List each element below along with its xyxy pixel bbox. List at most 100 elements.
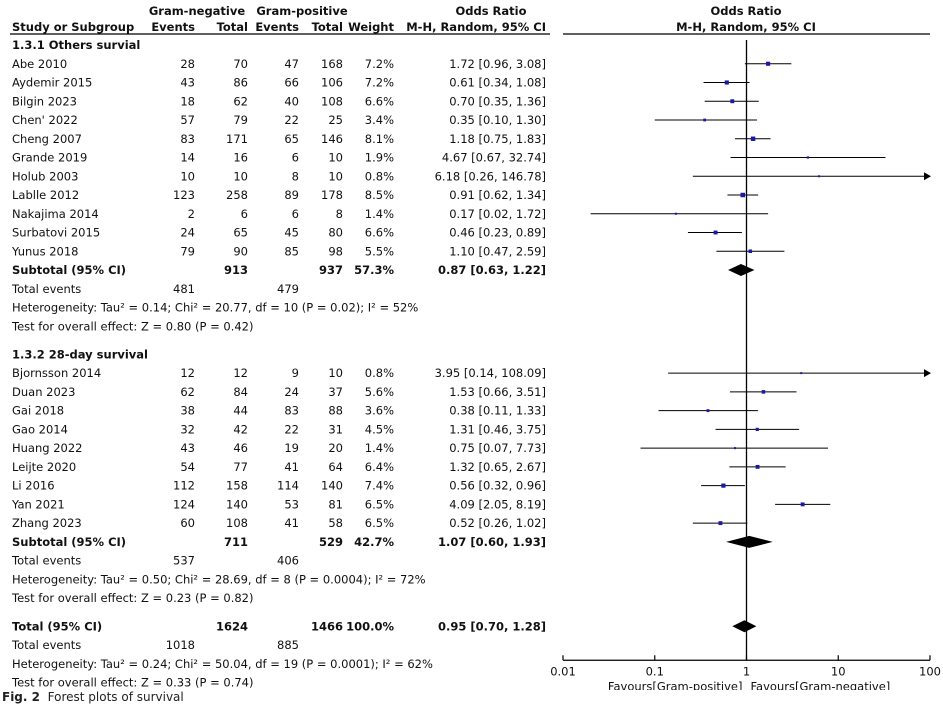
study-events-1: 24 — [180, 226, 195, 240]
heterogeneity-text: Heterogeneity: Tau² = 0.50; Chi² = 28.69… — [12, 572, 426, 586]
study-total-1: 16 — [233, 151, 248, 165]
header-group1: Gram-negative — [149, 4, 246, 18]
subtotal-weight: 57.3% — [354, 263, 394, 277]
study-total-1: 6 — [241, 207, 248, 221]
study-total-2: 58 — [328, 516, 343, 530]
study-total-2: 168 — [321, 57, 343, 71]
study-events-1: 10 — [180, 169, 195, 183]
ci-arrow — [924, 369, 931, 378]
total-events-label: Total events — [11, 554, 81, 568]
study-total-2: 108 — [321, 94, 343, 108]
point-estimate — [818, 175, 821, 178]
total-weight: 100.0% — [346, 619, 394, 633]
study-total-1: 62 — [233, 94, 248, 108]
study-ci-text: 6.18 [0.26, 146.78] — [435, 169, 546, 183]
study-total-1: 158 — [226, 479, 248, 493]
study-weight: 7.2% — [365, 76, 394, 90]
study-total-1: 77 — [233, 460, 248, 474]
study-name: Leijte 2020 — [12, 460, 76, 474]
study-events-1: 79 — [180, 244, 195, 258]
study-weight: 6.6% — [365, 94, 394, 108]
study-weight: 8.5% — [365, 188, 394, 202]
study-name: Gao 2014 — [12, 422, 68, 436]
total-n-1: 1624 — [216, 619, 248, 633]
point-estimate — [730, 99, 735, 104]
x-axis-tick-label: 100 — [919, 664, 941, 678]
study-weight: 1.9% — [365, 151, 394, 165]
forest-plot: Gram-negative Gram-positive Odds Ratio Odds… — [10, 4, 941, 690]
study-events-2: 24 — [284, 385, 299, 399]
study-events-2: 47 — [284, 57, 299, 71]
study-weight: 7.2% — [365, 57, 394, 71]
study-ci-text: 4.67 [0.67, 32.74] — [442, 151, 546, 165]
study-ci-text: 1.72 [0.96, 3.08] — [449, 57, 546, 71]
study-events-2: 6 — [292, 151, 299, 165]
study-ci-text: 0.38 [0.11, 1.33] — [449, 404, 546, 418]
overall-total-events-1: 1018 — [166, 638, 195, 652]
study-weight: 5.5% — [365, 244, 394, 258]
subtotal-label: Subtotal (95% CI) — [12, 263, 126, 277]
study-events-2: 40 — [284, 94, 299, 108]
point-estimate — [806, 156, 810, 159]
overall-effect-text: Test for overall effect: Z = 0.23 (P = 0… — [11, 591, 254, 605]
point-estimate — [724, 80, 729, 85]
point-estimate — [750, 136, 756, 141]
ci-arrow — [924, 172, 931, 181]
study-events-2: 53 — [284, 497, 299, 511]
study-events-2: 41 — [284, 460, 299, 474]
study-total-1: 44 — [233, 404, 248, 418]
study-weight: 5.6% — [365, 385, 394, 399]
study-ci-text: 0.46 [0.23, 0.89] — [449, 226, 546, 240]
favours-left-label: Favours[Gram-positive] — [608, 679, 743, 690]
study-total-2: 80 — [328, 226, 343, 240]
header-total-1: Total — [217, 20, 248, 34]
study-events-1: 28 — [180, 57, 195, 71]
point-estimate — [703, 118, 707, 122]
study-ci-text: 0.70 [0.35, 1.36] — [449, 94, 546, 108]
study-events-1: 62 — [180, 385, 195, 399]
subtotal-diamond — [726, 535, 773, 548]
total-label: Total (95% CI) — [12, 619, 102, 633]
subtotal-ci-text: 0.87 [0.63, 1.22] — [438, 263, 546, 277]
study-weight: 6.6% — [365, 226, 394, 240]
overall-heterogeneity-text: Heterogeneity: Tau² = 0.24; Chi² = 50.04… — [12, 657, 433, 671]
study-weight: 0.8% — [365, 169, 394, 183]
study-ci-text: 4.09 [2.05, 8.19] — [449, 497, 546, 511]
study-events-1: 18 — [180, 94, 195, 108]
point-estimate — [755, 427, 759, 431]
study-name: Chen' 2022 — [12, 113, 78, 127]
study-total-1: 171 — [226, 132, 248, 146]
total-n-2: 1466 — [311, 619, 343, 633]
total-diamond — [732, 620, 757, 633]
study-events-2: 89 — [284, 188, 299, 202]
point-estimate — [755, 464, 760, 469]
study-total-1: 10 — [233, 169, 248, 183]
study-weight: 3.6% — [365, 404, 394, 418]
point-estimate — [748, 249, 753, 254]
study-name: Surbatovi 2015 — [12, 226, 100, 240]
study-total-2: 10 — [328, 169, 343, 183]
study-name: Bjornsson 2014 — [12, 366, 101, 380]
study-total-2: 10 — [328, 366, 343, 380]
study-ci-text: 1.31 [0.46, 3.75] — [449, 422, 546, 436]
study-events-2: 65 — [284, 132, 299, 146]
study-events-1: 123 — [173, 188, 195, 202]
study-total-2: 146 — [321, 132, 343, 146]
subtotal-label: Subtotal (95% CI) — [12, 535, 126, 549]
study-events-1: 57 — [180, 113, 195, 127]
header-plot-title: Odds Ratio — [710, 4, 781, 18]
study-weight: 6.4% — [365, 460, 394, 474]
overall-total-events-2: 885 — [277, 638, 299, 652]
study-events-2: 66 — [284, 76, 299, 90]
point-estimate — [800, 372, 803, 375]
study-weight: 4.5% — [365, 422, 394, 436]
subtotal-total-2: 937 — [319, 263, 343, 277]
figure-caption: Fig. 2 Forest plots of survival — [2, 690, 184, 704]
subgroup-title: 1.3.2 28-day survival — [12, 347, 148, 361]
study-events-2: 45 — [284, 226, 299, 240]
study-ci-text: 1.10 [0.47, 2.59] — [449, 244, 546, 258]
study-total-1: 12 — [233, 366, 248, 380]
study-total-2: 81 — [328, 497, 343, 511]
study-weight: 6.5% — [365, 516, 394, 530]
study-ci-text: 1.53 [0.66, 3.51] — [449, 385, 546, 399]
